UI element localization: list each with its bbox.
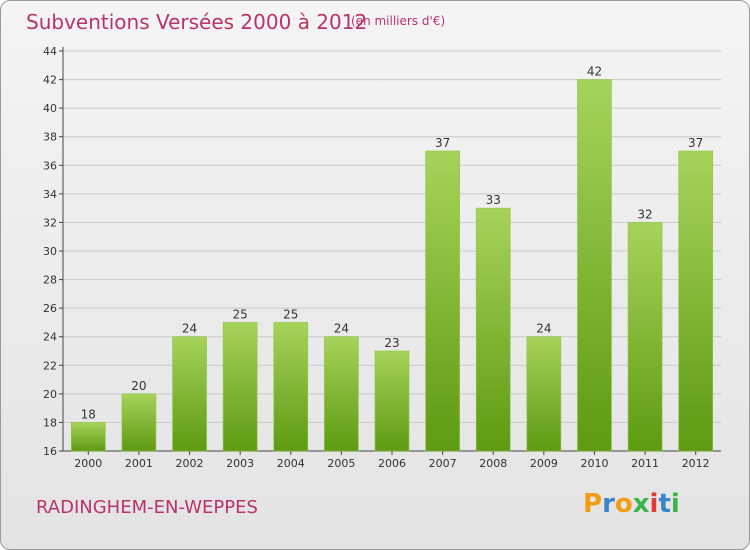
y-tick-label: 30 [43, 245, 57, 258]
data-labels: 18 20 24 25 25 24 23 37 33 24 42 32 37 [81, 65, 704, 422]
logo-letter: i [670, 489, 680, 519]
bars [71, 79, 713, 452]
data-label: 37 [435, 136, 450, 150]
proxiti-logo[interactable]: Proxiti [583, 489, 680, 519]
data-label: 24 [334, 322, 349, 336]
logo-letter: r [602, 489, 615, 519]
data-label: 37 [688, 136, 703, 150]
city-name: RADINGHEM-EN-WEPPES [36, 497, 258, 518]
data-label: 25 [283, 307, 298, 321]
y-tick-label: 24 [43, 331, 57, 344]
bar-2011 [627, 222, 663, 452]
bar-2009 [526, 336, 562, 452]
x-tick-label: 2010 [580, 457, 608, 470]
x-tick-label: 2011 [631, 457, 659, 470]
y-tick-label: 36 [43, 159, 57, 172]
logo-letter: i [649, 489, 659, 519]
x-tick-label: 2004 [277, 457, 305, 470]
x-tick-label: 2000 [74, 457, 102, 470]
y-tick-label: 32 [43, 216, 57, 229]
x-tick-label: 2005 [327, 457, 355, 470]
data-label: 42 [587, 65, 602, 79]
y-tick-label: 40 [43, 102, 57, 115]
bar-2012 [678, 150, 713, 452]
bar-2004 [273, 322, 309, 452]
y-tick-label: 44 [43, 45, 57, 58]
x-tick-label: 2002 [176, 457, 204, 470]
bar-2008 [475, 207, 511, 452]
y-tick-label: 16 [43, 445, 57, 458]
logo-letter: o [614, 489, 633, 519]
data-label: 24 [536, 322, 551, 336]
y-tick-label: 18 [43, 416, 57, 429]
data-label: 18 [81, 407, 96, 421]
logo-letter: x [632, 489, 650, 519]
x-tick-label: 2012 [682, 457, 710, 470]
data-label: 24 [182, 322, 197, 336]
data-label: 33 [486, 193, 501, 207]
bar-2000 [71, 422, 106, 452]
y-tick-label: 28 [43, 274, 57, 287]
bar-2002 [172, 336, 207, 452]
bar-2010 [577, 79, 612, 452]
y-tick-label: 42 [43, 74, 57, 87]
chart-title: Subventions Versées 2000 à 2012 [26, 10, 368, 34]
x-tick-label: 2008 [479, 457, 507, 470]
logo-letter: t [658, 489, 671, 519]
data-label: 20 [131, 379, 146, 393]
x-tick-label: 2003 [226, 457, 254, 470]
data-label: 32 [637, 207, 652, 221]
chart-subtitle: (en milliers d'€) [351, 14, 446, 28]
y-tick-label: 22 [43, 359, 57, 372]
y-tick-label: 38 [43, 131, 57, 144]
bar-2007 [425, 150, 460, 452]
bar-2005 [324, 336, 359, 452]
y-tick-label: 20 [43, 388, 57, 401]
bar-2006 [374, 350, 410, 452]
bar-2003 [222, 322, 258, 452]
x-tick-label: 2001 [125, 457, 153, 470]
y-tick-label: 26 [43, 302, 57, 315]
x-tick-label: 2007 [429, 457, 457, 470]
x-tick-label: 2006 [378, 457, 406, 470]
logo-letter: P [583, 489, 603, 519]
bar-2001 [121, 393, 157, 452]
data-label: 23 [384, 336, 399, 350]
x-tick-label: 2009 [530, 457, 558, 470]
y-tick-label: 34 [43, 188, 57, 201]
data-label: 25 [233, 307, 248, 321]
